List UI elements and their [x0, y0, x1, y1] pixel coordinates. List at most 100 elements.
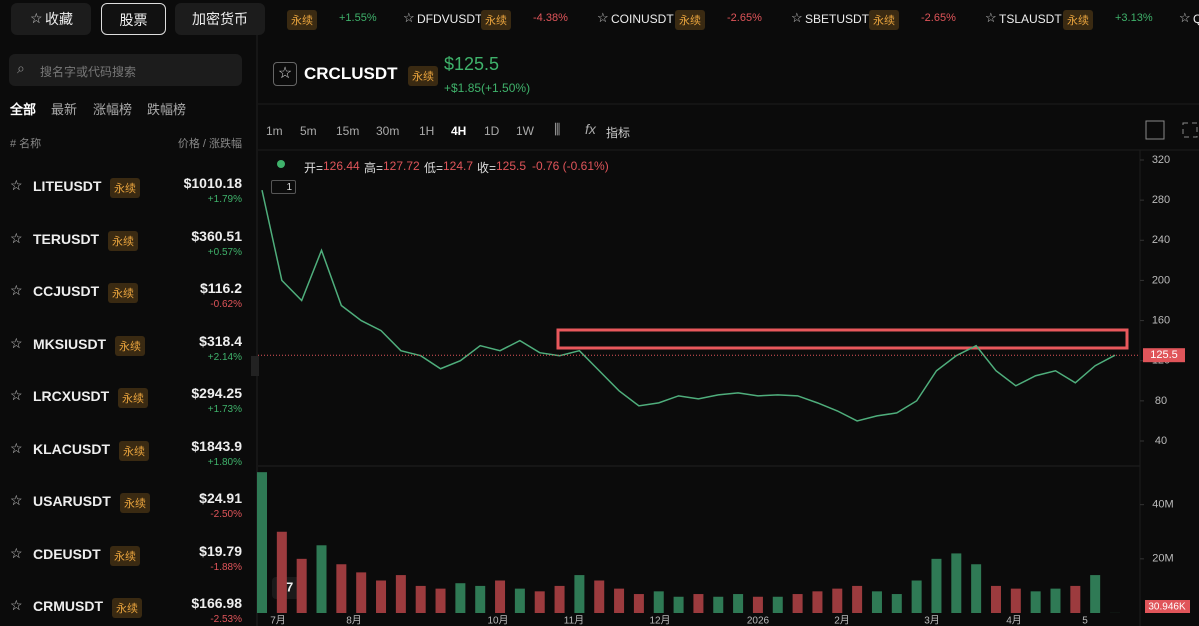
list-symbol[interactable]: CDEUSDT: [33, 545, 101, 562]
ohlc-value: 126.44: [323, 159, 360, 173]
ticker-change: +1.55%: [339, 12, 377, 24]
list-symbol[interactable]: KLACUSDT: [33, 440, 110, 457]
volume-bar: [792, 594, 803, 613]
y-tick-label: 320: [1152, 154, 1170, 166]
ohlc-label: 开=: [304, 161, 324, 175]
list-symbol[interactable]: LITEUSDT: [33, 178, 102, 194]
star-icon[interactable]: ☆: [10, 177, 23, 193]
volume-badge: [1145, 600, 1190, 613]
list-symbol[interactable]: MKSIUSDT: [33, 335, 107, 352]
ticker-symbol[interactable]: DFDVUSDT: [417, 12, 483, 26]
list-symbol[interactable]: USARUSDT: [33, 493, 111, 509]
volume-bar: [554, 585, 565, 613]
star-icon[interactable]: ☆: [10, 492, 23, 508]
list-tag: 永续: [108, 230, 138, 251]
list-price: $19.79: [199, 542, 242, 559]
list-price: $24.91: [199, 490, 242, 506]
volume-bar: [1070, 585, 1081, 613]
star-icon[interactable]: ☆: [403, 10, 415, 25]
nav-button[interactable]: 股票: [101, 3, 166, 35]
ticker-symbol[interactable]: QC: [1193, 12, 1199, 26]
y-tick-label: 160: [1152, 314, 1170, 326]
timeframe[interactable]: 1D: [484, 124, 500, 138]
x-tick-label: 4月: [1006, 615, 1022, 626]
volume-bar: [733, 594, 744, 613]
indicator-button[interactable]: 指标: [606, 126, 631, 140]
list-change: +1.79%: [207, 194, 242, 205]
timeframe[interactable]: 4H: [451, 124, 467, 138]
list-symbol[interactable]: LRCXUSDT: [33, 388, 110, 404]
timeframe[interactable]: 1H: [419, 124, 435, 138]
y-tick-label: 200: [1152, 274, 1170, 286]
list-symbol[interactable]: CCJUSDT: [33, 283, 100, 299]
volume-bar: [990, 585, 1001, 613]
star-icon[interactable]: ☆: [1179, 10, 1191, 25]
ticker-tag: 永续: [869, 10, 899, 30]
list-change: +0.57%: [207, 246, 242, 258]
star-icon[interactable]: ☆: [10, 544, 23, 561]
fullscreen-icon[interactable]: [1182, 122, 1198, 138]
list-symbol[interactable]: CRMUSDT: [33, 598, 103, 614]
star-button[interactable]: ☆: [273, 62, 297, 86]
volume-bar: [296, 558, 307, 613]
list-price: $1010.18: [183, 175, 242, 191]
nav-button[interactable]: 收藏: [11, 3, 91, 35]
volume-bar: [594, 580, 605, 613]
timeframe[interactable]: 30m: [376, 124, 400, 138]
symbol-tag: 永续: [408, 66, 438, 86]
list-tag: 永续: [112, 598, 142, 618]
x-tick-label: 12月: [649, 615, 670, 626]
ticker-tag: 永续: [287, 10, 317, 30]
star-icon[interactable]: ☆: [597, 10, 609, 25]
star-icon[interactable]: ☆: [10, 439, 23, 456]
ohlc-value: 124.7: [443, 159, 474, 173]
list-price: $166.98: [191, 595, 242, 611]
settings-icon[interactable]: [1145, 120, 1165, 140]
price-line: [261, 189, 1116, 422]
star-icon[interactable]: ☆: [30, 10, 43, 26]
volume-bar: [276, 531, 287, 613]
list-tab[interactable]: 全部: [10, 102, 37, 117]
volume-tick-label: 40M: [1152, 499, 1173, 511]
star-icon[interactable]: ☆: [10, 229, 23, 246]
x-tick-label: 2月: [834, 615, 850, 626]
ticker-symbol[interactable]: SBETUSDT: [805, 12, 870, 26]
list-tab[interactable]: 跌幅榜: [147, 102, 187, 117]
star-icon[interactable]: ☆: [791, 10, 803, 25]
star-icon[interactable]: ☆: [10, 334, 23, 351]
list-tab[interactable]: 涨幅榜: [93, 102, 133, 117]
volume-bar: [772, 596, 783, 613]
star-icon[interactable]: ☆: [985, 10, 997, 25]
nav-button[interactable]: 加密货币: [175, 3, 265, 35]
series-badge[interactable]: 1: [271, 180, 296, 194]
star-icon[interactable]: ☆: [10, 597, 23, 613]
fx-icon[interactable]: fx: [585, 121, 596, 137]
timeframe[interactable]: 1m: [266, 124, 283, 138]
star-icon[interactable]: ☆: [10, 387, 23, 403]
volume-bar: [376, 580, 387, 613]
header-price: $125.5: [444, 54, 500, 74]
timeframe[interactable]: 5m: [300, 124, 317, 138]
ticker-symbol[interactable]: COINUSDT: [611, 12, 674, 26]
volume-bar: [435, 588, 446, 613]
volume-tick-label: 20M: [1152, 553, 1173, 565]
candle-icon[interactable]: ⫼: [554, 121, 561, 137]
ticker-symbol[interactable]: TSLAUSDT: [999, 12, 1062, 26]
x-tick-label: 2026: [747, 616, 770, 626]
list-symbol[interactable]: TERUSDT: [33, 230, 100, 247]
timeframe[interactable]: 1W: [516, 124, 534, 138]
symbol-title: CRCLUSDT: [304, 64, 398, 83]
volume-bar: [971, 564, 982, 613]
timeframe[interactable]: 15m: [336, 124, 360, 138]
volume-bar: [752, 596, 763, 613]
list-price: $294.25: [191, 385, 242, 401]
search-box[interactable]: [9, 54, 242, 86]
collapse-handle[interactable]: [251, 356, 259, 376]
star-icon[interactable]: ☆: [10, 282, 23, 298]
search-icon: ⌕: [17, 60, 25, 76]
x-tick-label: 8月: [346, 615, 362, 626]
volume-bar: [495, 580, 506, 613]
volume-bar: [356, 572, 367, 613]
list-tab[interactable]: 最新: [51, 102, 78, 117]
y-tick-label: 40: [1155, 435, 1167, 447]
